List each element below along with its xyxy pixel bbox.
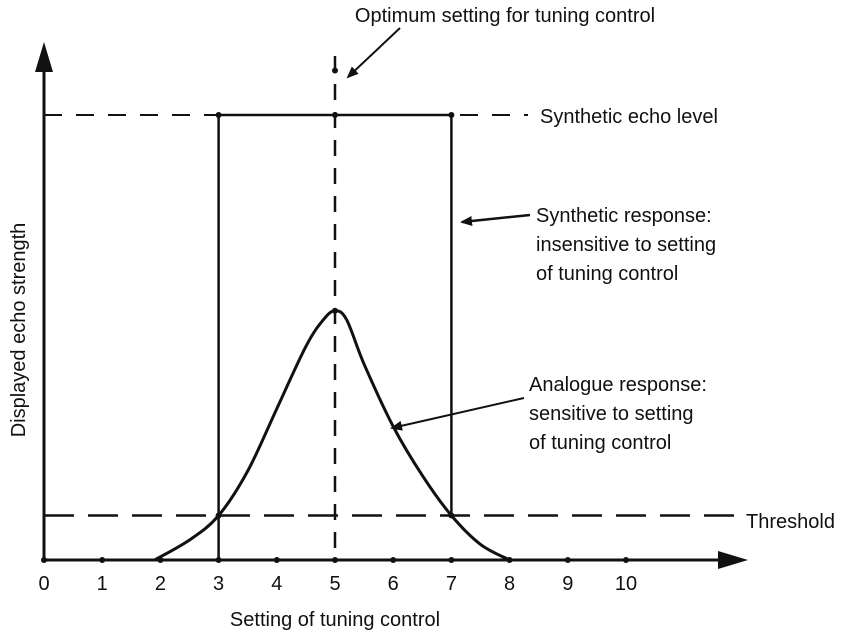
x-tick-label: 8 <box>504 573 515 595</box>
threshold-label: Threshold <box>746 511 835 533</box>
x-tick-label: 1 <box>97 573 108 595</box>
key-point <box>448 512 455 519</box>
key-points <box>215 67 455 519</box>
x-tick-label: 3 <box>213 573 224 595</box>
key-point <box>332 112 338 118</box>
x-tick-mark <box>623 557 629 563</box>
x-tick-mark <box>273 557 280 563</box>
analogue-response-curve <box>153 309 511 562</box>
x-axis-label: Setting of tuning control <box>230 609 440 631</box>
x-tick-mark <box>448 557 455 563</box>
analogue-response-pointer-arrow <box>390 397 525 431</box>
x-tick-label: 0 <box>38 573 49 595</box>
y-axis-arrowhead <box>35 42 53 72</box>
analogue-response-label: Analogue response: sensitive to setting … <box>529 374 712 454</box>
optimum-label: Optimum setting for tuning control <box>355 5 655 27</box>
key-point <box>215 112 222 118</box>
optimum-pointer-arrow <box>346 27 401 79</box>
synthetic-response-label: Synthetic response: insensitive to setti… <box>536 205 722 285</box>
x-tick-mark <box>41 557 47 563</box>
x-tick-label: 5 <box>329 573 340 595</box>
key-point <box>215 512 222 519</box>
x-tick-label: 7 <box>446 573 457 595</box>
x-tick-label: 6 <box>388 573 399 595</box>
x-tick-label: 10 <box>615 573 637 595</box>
key-point <box>448 112 455 118</box>
x-tick-label: 9 <box>562 573 573 595</box>
x-axis-arrowhead <box>718 551 748 569</box>
key-point <box>332 307 338 314</box>
x-tick-mark <box>99 557 106 563</box>
x-tick-mark <box>564 557 571 563</box>
synthetic-echo-level-label: Synthetic echo level <box>540 106 718 128</box>
x-tick-mark <box>390 557 397 563</box>
y-axis-label: Displayed echo strength <box>8 223 30 438</box>
x-tick-label: 4 <box>271 573 282 595</box>
x-tick-label: 2 <box>155 573 166 595</box>
x-axis-ticks: 0 1 2 3 4 5 6 7 8 9 10 <box>38 557 637 595</box>
key-point <box>332 67 338 74</box>
x-tick-mark <box>332 557 338 563</box>
synthetic-response-pointer-arrow <box>460 213 531 226</box>
